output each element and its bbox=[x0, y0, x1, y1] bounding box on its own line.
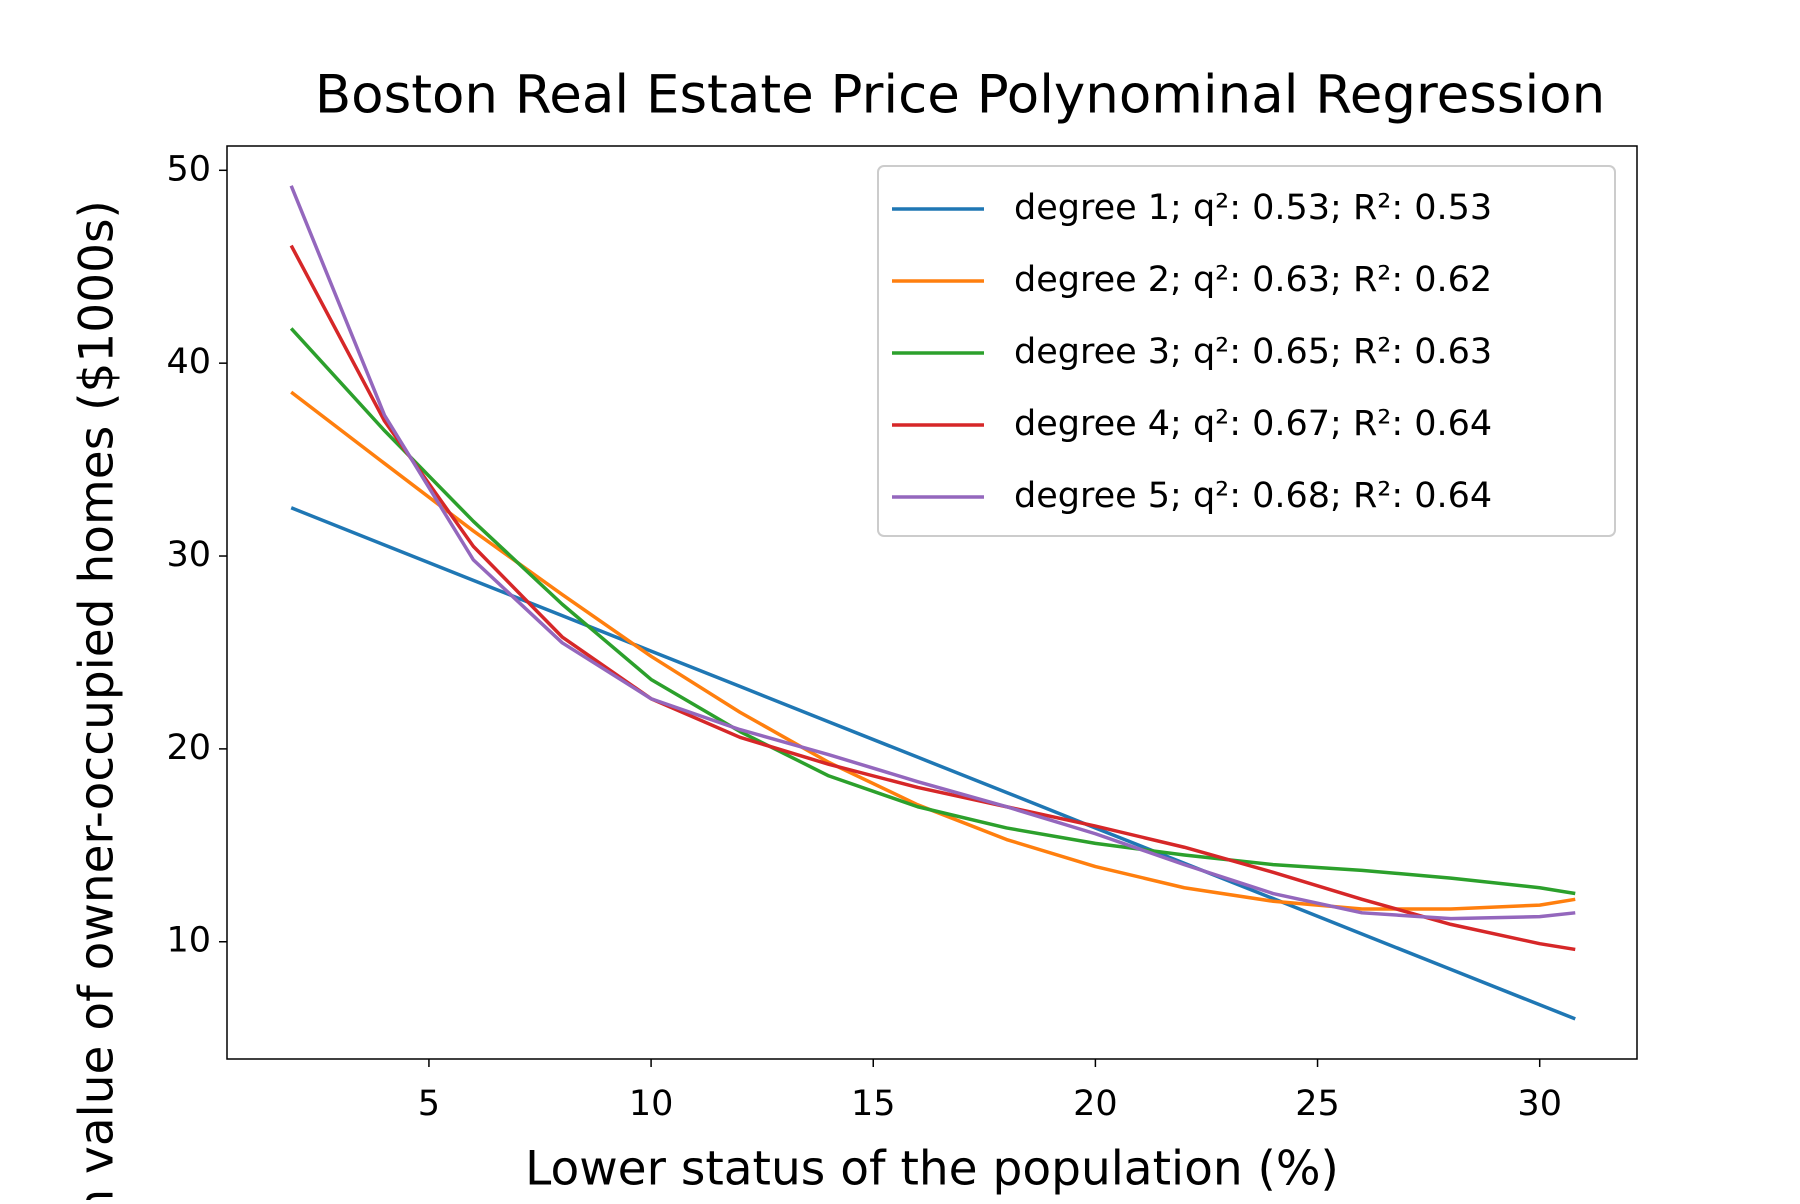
series-line bbox=[289, 327, 1576, 896]
chart-title: Boston Real Estate Price Polynominal Reg… bbox=[315, 65, 1605, 126]
x-axis-label: Lower status of the population (%) bbox=[525, 1142, 1339, 1197]
x-tick-label: 30 bbox=[1517, 1084, 1562, 1124]
legend-label: degree 1; q²: 0.53; R²: 0.53 bbox=[1014, 188, 1492, 228]
x-tick-label: 15 bbox=[851, 1084, 896, 1124]
plot-frame bbox=[226, 145, 1638, 1060]
y-tick-label: 20 bbox=[166, 728, 211, 768]
y-tick-label: 50 bbox=[166, 149, 211, 189]
y-tick-label: 10 bbox=[166, 921, 211, 961]
y-tick-label: 30 bbox=[166, 535, 211, 575]
legend-label: degree 5; q²: 0.68; R²: 0.64 bbox=[1014, 476, 1492, 516]
x-tick-label: 5 bbox=[418, 1084, 440, 1124]
x-tick-label: 10 bbox=[629, 1084, 674, 1124]
legend-label: degree 4; q²: 0.67; R²: 0.64 bbox=[1014, 404, 1492, 444]
series-line bbox=[290, 506, 1576, 1021]
legend-box bbox=[877, 165, 1616, 537]
y-axis-label: Median value of owner-occupied homes ($1… bbox=[70, 200, 125, 1200]
legend-label: degree 2; q²: 0.63; R²: 0.62 bbox=[1014, 260, 1492, 300]
y-tick-label: 40 bbox=[166, 342, 211, 382]
series-line bbox=[289, 244, 1576, 952]
series-line bbox=[289, 185, 1576, 921]
x-tick-label: 20 bbox=[1073, 1084, 1118, 1124]
x-tick-label: 25 bbox=[1295, 1084, 1340, 1124]
legend-label: degree 3; q²: 0.65; R²: 0.63 bbox=[1014, 332, 1492, 372]
